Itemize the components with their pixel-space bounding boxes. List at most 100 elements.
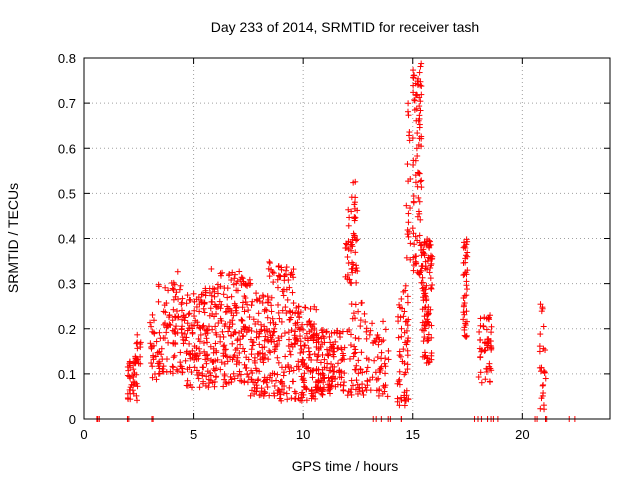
data-point xyxy=(134,345,141,352)
data-point xyxy=(382,326,389,333)
data-point xyxy=(412,253,419,260)
data-point xyxy=(148,344,155,351)
data-point xyxy=(488,329,495,336)
data-point xyxy=(367,327,374,334)
data-point xyxy=(186,340,193,347)
data-point xyxy=(364,364,371,371)
data-point xyxy=(207,372,214,379)
data-point xyxy=(201,348,208,355)
data-point xyxy=(398,333,405,340)
data-point xyxy=(405,219,412,226)
data-point xyxy=(220,343,227,350)
data-point xyxy=(268,294,275,301)
data-point xyxy=(412,179,419,186)
data-point xyxy=(407,240,414,247)
data-point xyxy=(192,352,199,359)
data-point xyxy=(344,254,351,261)
data-point xyxy=(186,310,193,317)
data-point xyxy=(200,322,207,329)
data-point xyxy=(351,199,358,206)
data-point xyxy=(401,371,408,378)
data-point xyxy=(212,374,219,381)
data-point xyxy=(303,386,310,393)
data-point xyxy=(352,178,359,185)
data-point xyxy=(156,365,163,372)
data-point xyxy=(234,354,241,361)
data-point xyxy=(345,238,352,245)
data-point xyxy=(304,365,311,372)
data-point xyxy=(379,390,386,397)
data-point xyxy=(415,141,422,148)
data-point xyxy=(382,363,389,370)
data-point xyxy=(215,290,222,297)
data-point xyxy=(351,366,358,373)
data-point xyxy=(186,325,193,332)
data-point xyxy=(165,339,172,346)
data-point xyxy=(405,100,412,107)
data-point xyxy=(421,349,428,356)
x-tick-label: 5 xyxy=(190,427,197,442)
data-point xyxy=(260,378,267,385)
data-point xyxy=(276,337,283,344)
data-point xyxy=(156,348,163,355)
data-point xyxy=(295,363,302,370)
data-point xyxy=(274,354,281,361)
data-point xyxy=(378,363,385,370)
data-point xyxy=(300,348,307,355)
data-point xyxy=(344,271,351,278)
data-point xyxy=(384,393,391,400)
data-point xyxy=(265,296,272,303)
data-point xyxy=(372,338,379,345)
data-point xyxy=(477,337,484,344)
data-point xyxy=(370,339,377,346)
data-point xyxy=(537,405,544,412)
data-point xyxy=(286,384,293,391)
data-point xyxy=(283,390,290,397)
data-point xyxy=(416,112,423,119)
data-point xyxy=(345,260,352,267)
data-point xyxy=(258,321,265,328)
data-point xyxy=(275,272,282,279)
data-point xyxy=(269,332,276,339)
data-point xyxy=(486,360,493,367)
data-point xyxy=(378,338,385,345)
data-point xyxy=(418,83,425,90)
data-point xyxy=(420,246,427,253)
data-point xyxy=(333,330,340,337)
data-point xyxy=(464,267,471,274)
data-point xyxy=(132,355,139,362)
data-point xyxy=(328,361,335,368)
data-point xyxy=(130,366,137,373)
data-point xyxy=(488,345,495,352)
data-point xyxy=(126,386,133,393)
data-point xyxy=(318,327,325,334)
data-point xyxy=(229,321,236,328)
data-point xyxy=(351,217,358,224)
data-point xyxy=(461,292,468,299)
data-point xyxy=(347,342,354,349)
data-point xyxy=(239,275,246,282)
data-point xyxy=(280,292,287,299)
data-point xyxy=(262,333,269,340)
data-point xyxy=(317,359,324,366)
data-point xyxy=(276,315,283,322)
data-point xyxy=(395,334,402,341)
data-point xyxy=(197,325,204,332)
data-point xyxy=(193,344,200,351)
data-point xyxy=(403,254,410,261)
data-point xyxy=(283,310,290,317)
data-point xyxy=(285,362,292,369)
data-point xyxy=(354,390,361,397)
data-point xyxy=(477,322,484,329)
data-point xyxy=(134,339,141,346)
data-point xyxy=(189,347,196,354)
data-point xyxy=(170,364,177,371)
data-point xyxy=(279,307,286,314)
data-point xyxy=(254,377,261,384)
data-point xyxy=(277,395,284,402)
data-point xyxy=(179,307,186,314)
data-point xyxy=(238,274,245,281)
data-point xyxy=(286,368,293,375)
data-point xyxy=(463,308,470,315)
